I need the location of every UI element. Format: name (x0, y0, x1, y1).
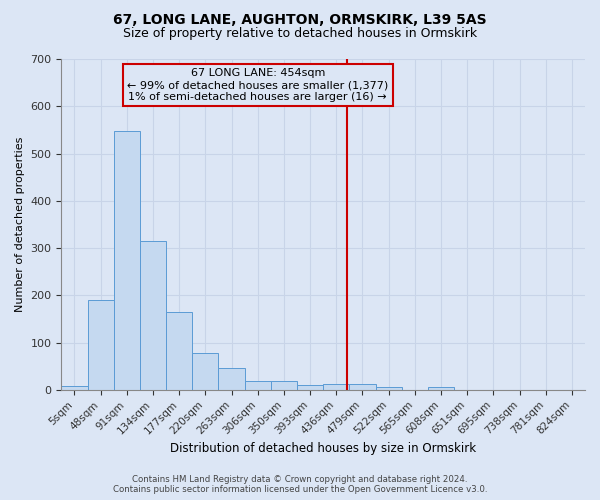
Bar (114, 132, 140, 390)
Bar (218, 368, 245, 390)
Bar (349, 384, 376, 390)
Bar (323, 384, 349, 390)
Bar (88, 300, 114, 390)
Bar (376, 386, 402, 390)
Text: Contains HM Land Registry data © Crown copyright and database right 2024.
Contai: Contains HM Land Registry data © Crown c… (113, 474, 487, 494)
Bar (271, 381, 297, 390)
Bar (61, 386, 88, 390)
Bar (140, 241, 166, 390)
Bar (193, 354, 218, 390)
Text: 67, LONG LANE, AUGHTON, ORMSKIRK, L39 5AS: 67, LONG LANE, AUGHTON, ORMSKIRK, L39 5A… (113, 12, 487, 26)
Text: Size of property relative to detached houses in Ormskirk: Size of property relative to detached ho… (123, 28, 477, 40)
Bar (166, 312, 193, 390)
X-axis label: Distribution of detached houses by size in Ormskirk: Distribution of detached houses by size … (170, 442, 476, 455)
Bar (428, 387, 454, 390)
Bar (297, 384, 323, 390)
Text: 67 LONG LANE: 454sqm
← 99% of detached houses are smaller (1,377)
1% of semi-det: 67 LONG LANE: 454sqm ← 99% of detached h… (127, 68, 388, 102)
Y-axis label: Number of detached properties: Number of detached properties (15, 136, 25, 312)
Bar (245, 381, 271, 390)
